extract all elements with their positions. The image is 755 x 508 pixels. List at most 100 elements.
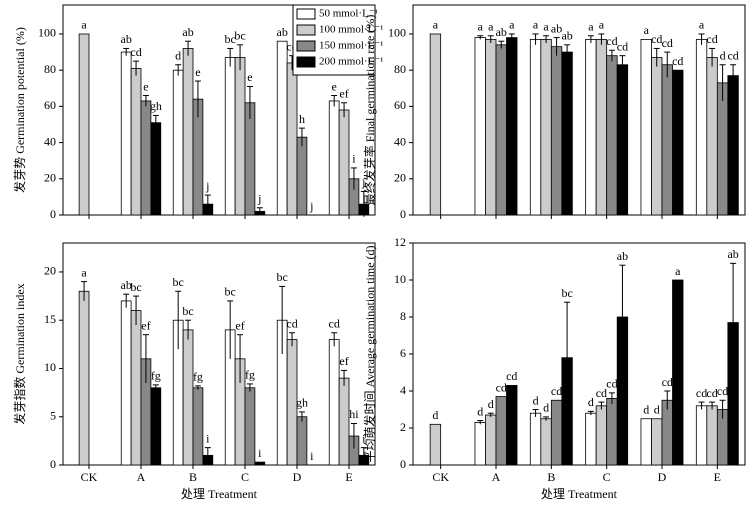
y-tick-label: 20 — [44, 264, 56, 278]
significance-label: j — [361, 175, 365, 189]
bar — [506, 37, 518, 216]
significance-label: cd — [496, 380, 507, 394]
x-tick-label: D — [293, 470, 302, 484]
bar — [529, 412, 542, 466]
bar — [120, 300, 132, 466]
bar — [727, 75, 739, 216]
y-axis-label: 平均萌发时间 Average germination time (d) — [362, 245, 377, 462]
y-tick-label: 4 — [400, 383, 406, 397]
bar — [640, 38, 652, 216]
bar — [616, 64, 629, 216]
significance-label: ab — [551, 21, 562, 35]
bar — [328, 100, 340, 216]
bar — [695, 38, 708, 216]
bar — [338, 377, 350, 466]
bar — [140, 100, 152, 216]
significance-label: ab — [496, 25, 507, 39]
significance-label: hi — [349, 407, 359, 421]
legend-swatch — [296, 40, 316, 52]
significance-label: cd — [651, 32, 662, 46]
significance-label: d — [488, 397, 494, 411]
bar — [495, 396, 507, 466]
significance-label: i — [206, 431, 210, 445]
significance-label: cd — [617, 39, 628, 53]
significance-label: ef — [141, 318, 150, 332]
bar — [540, 38, 552, 216]
significance-label: ab — [182, 25, 193, 39]
significance-label: bc — [234, 29, 245, 43]
significance-label: a — [478, 20, 484, 34]
significance-label: j — [309, 199, 313, 213]
bar — [550, 399, 563, 466]
bar — [244, 387, 256, 466]
y-tick-label: 60 — [394, 98, 406, 112]
bar — [234, 57, 246, 216]
significance-label: cd — [606, 34, 617, 48]
y-tick-label: 0 — [50, 457, 56, 471]
significance-label: a — [81, 265, 87, 279]
bar — [540, 418, 552, 466]
significance-label: h — [299, 112, 305, 126]
significance-label: e — [247, 70, 252, 84]
x-tick-label: D — [658, 470, 667, 484]
y-tick-label: 100 — [38, 26, 56, 40]
bar — [506, 385, 518, 466]
significance-label: cd — [130, 45, 141, 59]
significance-label: cd — [286, 39, 297, 53]
significance-label: cd — [706, 386, 717, 400]
x-tick-label: E — [714, 470, 721, 484]
significance-label: d — [720, 48, 726, 62]
significance-label: bc — [277, 270, 288, 284]
significance-label: fg — [245, 368, 255, 382]
significance-label: fg — [193, 370, 203, 384]
significance-label: j — [205, 179, 209, 193]
y-tick-label: 40 — [394, 134, 406, 148]
bar — [244, 102, 256, 216]
bar — [561, 51, 573, 216]
significance-label: fg — [151, 369, 161, 383]
bar — [606, 55, 618, 216]
significance-label: bc — [225, 285, 236, 299]
significance-label: a — [599, 18, 605, 32]
bar — [120, 51, 132, 216]
significance-label: d — [643, 403, 649, 417]
legend-swatch — [296, 56, 316, 68]
bar — [716, 82, 729, 216]
significance-label: ab — [277, 25, 288, 39]
x-tick-label: A — [492, 470, 501, 484]
significance-label: bc — [130, 280, 141, 294]
significance-label: gh — [150, 99, 162, 113]
y-tick-label: 12 — [394, 235, 406, 249]
significance-label: cd — [672, 54, 683, 68]
bar — [529, 38, 542, 216]
bar — [495, 44, 507, 216]
bar — [130, 310, 142, 466]
plot-frame — [412, 242, 746, 466]
bar — [254, 461, 266, 466]
bar — [296, 136, 308, 216]
bar — [429, 33, 442, 216]
significance-label: i — [310, 449, 314, 463]
bar — [640, 418, 652, 466]
significance-label: cd — [727, 48, 738, 62]
y-axis-label: 发芽势 Germination potential (%) — [12, 27, 27, 193]
bar — [595, 405, 608, 466]
significance-label: bc — [225, 32, 236, 46]
significance-label: a — [533, 18, 539, 32]
significance-label: ef — [339, 87, 348, 101]
y-tick-label: 15 — [44, 312, 56, 326]
bar — [429, 423, 442, 466]
x-tick-label: C — [241, 470, 249, 484]
y-tick-label: 0 — [400, 457, 406, 471]
bar — [661, 64, 673, 216]
bar — [706, 405, 718, 466]
bar — [672, 279, 684, 466]
significance-label: i — [362, 431, 366, 445]
y-tick-label: 6 — [400, 346, 406, 360]
significance-label: a — [509, 18, 515, 32]
bar — [661, 399, 673, 466]
y-axis-label: 发芽指数 Germination index — [12, 283, 27, 424]
y-tick-label: 80 — [394, 62, 406, 76]
legend-label: 50 mmol·L⁻¹ — [319, 8, 378, 20]
significance-label: cd — [596, 386, 607, 400]
